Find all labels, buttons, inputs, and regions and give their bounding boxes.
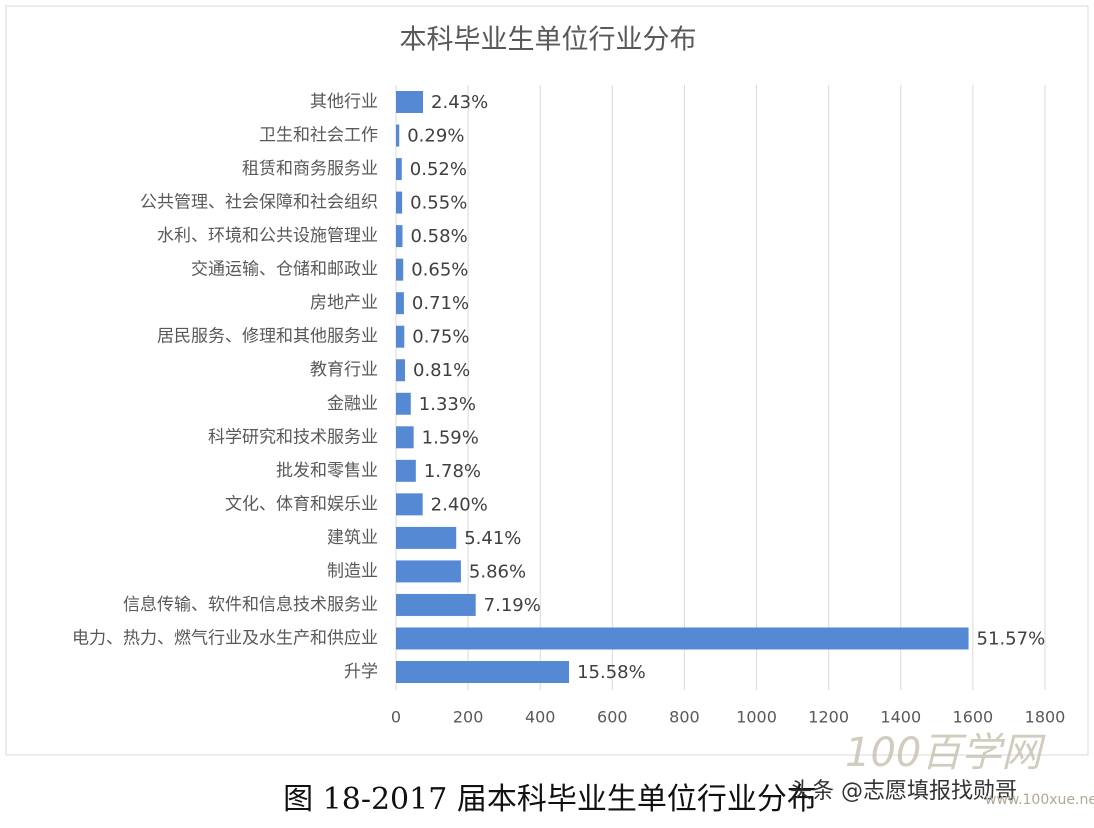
y-tick-label: 公共管理、社会保障和社会组织: [140, 193, 378, 213]
value-label: 0.55%: [410, 193, 467, 214]
y-tick-label: 批发和零售业: [276, 461, 378, 481]
bar: [396, 359, 406, 382]
y-tick-label: 房地产业: [310, 293, 378, 313]
x-tick-label: 200: [453, 708, 484, 727]
y-tick-label: 水利、环境和公共设施管理业: [157, 226, 378, 246]
bar: [396, 258, 404, 281]
y-tick-label: 电力、热力、燃气行业及水生产和供应业: [72, 628, 378, 648]
bar: [396, 158, 402, 181]
watermark: 头条 @志愿填报找勋哥: [790, 779, 1017, 804]
chart-title: 本科毕业生单位行业分布: [400, 25, 697, 56]
x-tick-label: 1400: [880, 708, 921, 727]
x-tick-label: 1000: [736, 708, 777, 727]
value-label: 0.58%: [410, 226, 467, 247]
value-label: 5.41%: [464, 528, 521, 549]
y-tick-label: 科学研究和技术服务业: [208, 427, 378, 447]
y-tick-label: 升学: [344, 662, 378, 682]
value-label: 0.29%: [407, 126, 464, 147]
y-tick-label: 金融业: [327, 394, 378, 414]
value-label: 0.71%: [412, 293, 469, 314]
x-tick-label: 0: [391, 708, 401, 727]
y-tick-label: 租赁和商务服务业: [242, 159, 378, 179]
y-tick-label: 文化、体育和娱乐业: [225, 494, 378, 514]
bar: [396, 493, 423, 516]
bar: [396, 225, 403, 248]
watermark: 100百学网: [845, 730, 1046, 776]
value-label: 5.86%: [469, 561, 526, 582]
bar: [396, 191, 403, 214]
y-tick-label: 卫生和社会工作: [259, 126, 378, 146]
value-label: 0.75%: [412, 327, 469, 348]
value-label: 0.81%: [413, 360, 470, 381]
x-tick-label: 1200: [808, 708, 849, 727]
value-label: 15.58%: [577, 662, 646, 683]
value-label: 1.78%: [424, 461, 481, 482]
value-label: 1.59%: [422, 427, 479, 448]
bar: [396, 325, 405, 348]
value-label: 51.57%: [977, 628, 1046, 649]
bar: [396, 392, 411, 415]
bar: [396, 292, 404, 315]
bar: [396, 124, 400, 147]
value-label: 1.33%: [419, 394, 476, 415]
y-tick-label: 交通运输、仓储和邮政业: [191, 260, 378, 280]
value-label: 7.19%: [484, 595, 541, 616]
bar: [396, 426, 414, 449]
watermark: www.100xue.net: [985, 792, 1094, 808]
bar: [396, 593, 476, 616]
bar: [396, 459, 416, 482]
bar: [396, 560, 461, 583]
x-tick-label: 800: [669, 708, 700, 727]
bar: [396, 661, 570, 684]
value-label: 0.65%: [411, 260, 468, 281]
bar: [396, 627, 969, 650]
x-tick-label: 1800: [1025, 708, 1066, 727]
y-tick-label: 其他行业: [310, 92, 378, 112]
y-tick-label: 信息传输、软件和信息技术服务业: [123, 595, 378, 615]
value-label: 2.43%: [431, 92, 488, 113]
x-tick-label: 400: [525, 708, 556, 727]
value-label: 0.52%: [410, 159, 467, 180]
y-tick-label: 居民服务、修理和其他服务业: [157, 327, 378, 347]
x-tick-label: 1600: [953, 708, 994, 727]
value-label: 2.40%: [431, 494, 488, 515]
y-tick-label: 制造业: [327, 561, 378, 581]
caption: 图 18-2017 届本科毕业生单位行业分布: [283, 782, 817, 817]
y-tick-label: 建筑业: [327, 528, 378, 548]
y-tick-label: 教育行业: [310, 360, 378, 380]
bar: [396, 91, 424, 113]
bar: [396, 526, 457, 549]
x-tick-label: 600: [597, 708, 628, 727]
